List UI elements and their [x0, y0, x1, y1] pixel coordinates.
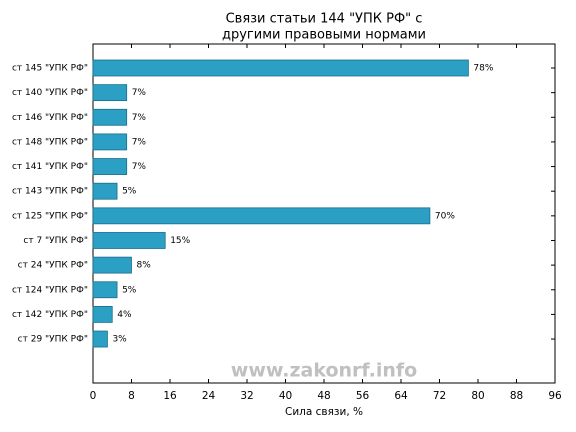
- value-label: 7%: [132, 88, 147, 98]
- x-tick-label: 32: [240, 390, 253, 402]
- value-label: 70%: [435, 211, 455, 221]
- x-tick-label: 64: [394, 390, 408, 402]
- chart-title: другими правовыми нормами: [222, 28, 426, 43]
- chart-title: Связи статьи 144 "УПК РФ" с: [226, 12, 423, 27]
- y-tick-label: ст 141 "УПК РФ": [12, 162, 88, 172]
- bar: [92, 59, 469, 77]
- y-tick-label: ст 124 "УПК РФ": [12, 285, 88, 295]
- x-axis-label: Сила связи, %: [285, 406, 363, 418]
- bar: [92, 158, 128, 175]
- x-tick-label: 72: [433, 390, 446, 402]
- value-label: 3%: [112, 335, 127, 345]
- x-tick-label: 24: [202, 390, 216, 402]
- y-tick-label: ст 143 "УПК РФ": [12, 187, 88, 197]
- value-label: 4%: [117, 310, 132, 320]
- y-tick-label: ст 29 "УПК РФ": [18, 335, 88, 345]
- bar: [92, 108, 128, 126]
- y-tick-label: ст 140 "УПК РФ": [12, 88, 88, 98]
- value-label: 5%: [122, 187, 137, 197]
- x-tick-label: 96: [548, 390, 562, 402]
- value-label: 7%: [132, 162, 147, 172]
- x-tick-label: 88: [510, 390, 523, 402]
- x-tick-label: 8: [128, 390, 135, 402]
- x-tick-label: 48: [317, 390, 330, 402]
- x-tick-label: 80: [471, 390, 484, 402]
- bar: [92, 84, 128, 102]
- y-tick-label: ст 148 "УПК РФ": [12, 137, 88, 147]
- value-label: 78%: [473, 64, 493, 74]
- x-tick-label: 0: [90, 390, 97, 402]
- value-label: 7%: [132, 113, 147, 123]
- y-tick-label: ст 125 "УПК РФ": [12, 211, 88, 221]
- y-tick-label: ст 142 "УПК РФ": [12, 310, 88, 320]
- value-label: 15%: [170, 236, 190, 246]
- watermark: www.zakonrf.info: [231, 360, 417, 382]
- bar: [92, 133, 128, 151]
- bar: [92, 305, 113, 323]
- value-label: 5%: [122, 285, 137, 295]
- x-tick-label: 56: [356, 390, 370, 402]
- bar: [92, 256, 132, 274]
- y-tick-label: ст 7 "УПК РФ": [23, 236, 88, 246]
- bar: [92, 182, 118, 200]
- x-tick-label: 40: [279, 390, 292, 402]
- value-label: 8%: [137, 261, 152, 271]
- y-tick-label: ст 145 "УПК РФ": [12, 64, 88, 74]
- bar: [92, 330, 108, 348]
- bar: [92, 207, 431, 225]
- bar: [92, 232, 166, 249]
- x-tick-label: 16: [163, 390, 177, 402]
- y-tick-label: ст 146 "УПК РФ": [12, 113, 88, 123]
- value-label: 7%: [132, 137, 147, 147]
- y-tick-label: ст 24 "УПК РФ": [18, 261, 88, 271]
- bar: [92, 281, 118, 299]
